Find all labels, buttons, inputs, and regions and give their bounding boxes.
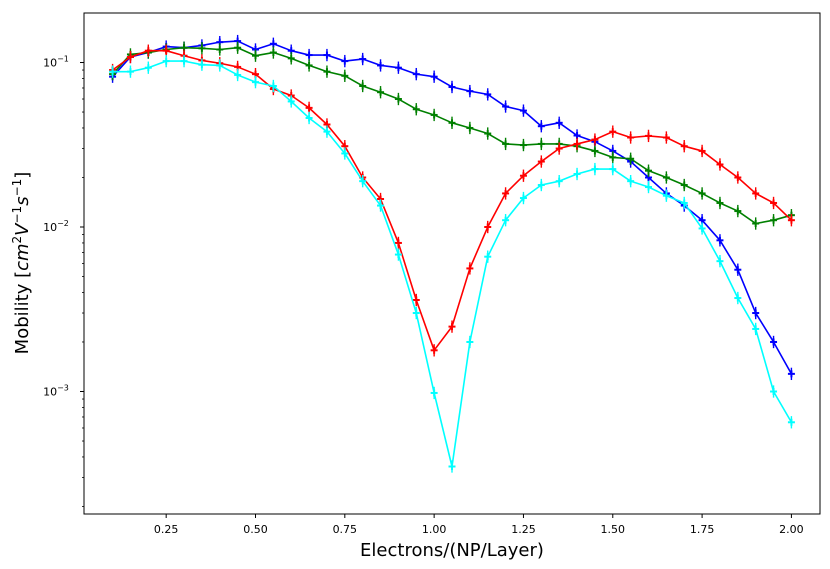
x-axis-label: Electrons/(NP/Layer) — [360, 540, 544, 561]
x-tick-label: 1.50 — [601, 523, 626, 536]
x-tick-label: 0.75 — [333, 523, 358, 536]
x-tick-label: 1.25 — [511, 523, 536, 536]
series-layer — [109, 34, 795, 473]
x-tick-label: 0.50 — [243, 523, 268, 536]
series-cyan — [109, 54, 795, 473]
x-tick-label: 1.00 — [422, 523, 447, 536]
x-tick-label: 2.00 — [779, 523, 804, 536]
y-tick-label: 10−3 — [43, 383, 69, 398]
y-tick-label: 10−1 — [43, 55, 69, 70]
y-axis: 10−1 10−2 10−3 — [43, 55, 84, 507]
x-tick-label: 1.75 — [690, 523, 715, 536]
y-axis-label: Mobility [cm2V−1s−1] — [10, 172, 33, 355]
x-tick-label: 0.25 — [154, 523, 179, 536]
y-tick-label: 10−2 — [43, 219, 69, 234]
x-axis: 0.25 0.50 0.75 1.00 1.25 1.50 1.75 2.00 — [154, 514, 804, 536]
